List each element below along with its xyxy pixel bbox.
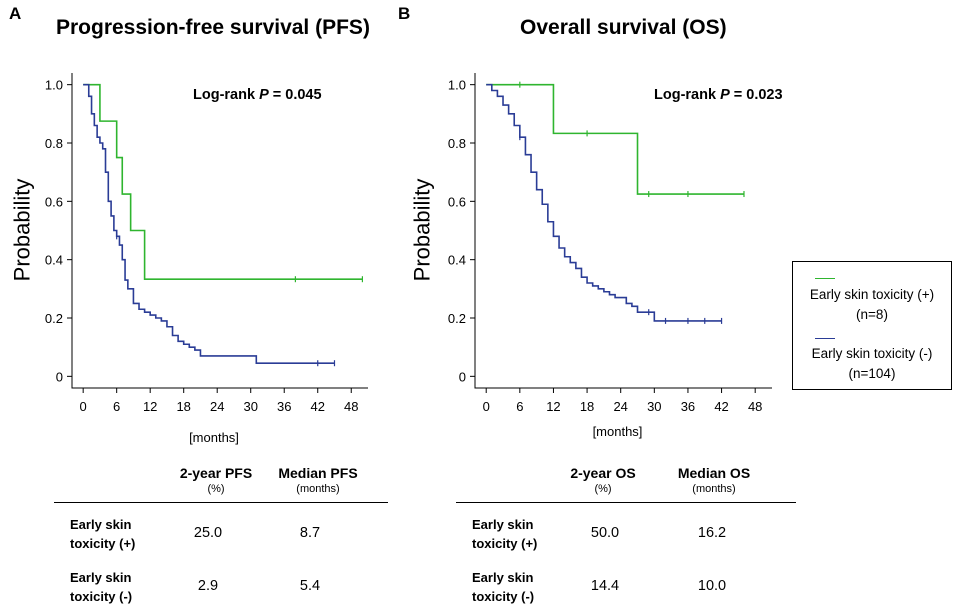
chart-os-axes (474, 73, 772, 389)
chart-pfs-xtick-label: 36 (277, 399, 291, 414)
chart-pfs-ytick-label: 0.4 (45, 253, 63, 268)
legend: Early skin toxicity (+) (n=8) Early skin… (792, 261, 952, 390)
chart-os-xtick-label: 18 (580, 399, 594, 414)
table-pfs-col2-head: Median PFS (278, 465, 358, 481)
chart-os-ytick-label: 0 (459, 369, 466, 384)
chart-pfs-logrank-p: P (259, 87, 269, 103)
table-pfs-row1-v2: 8.7 (299, 525, 321, 541)
table-pfs-col1-head: 2-year PFS (179, 465, 253, 481)
table-os-row1-v2: 16.2 (697, 525, 727, 541)
table-os-row2-label-line1: Early skin (472, 570, 534, 585)
table-pfs-row2-label-line2: toxicity (-) (70, 589, 133, 604)
chart-pfs-axes (71, 73, 368, 389)
table-os-col1-unit: (%) (594, 483, 612, 495)
table-pfs-row1-label-line2: toxicity (+) (70, 536, 136, 551)
table-os-row2-v2: 10.0 (697, 578, 727, 594)
legend-label-negative: Early skin toxicity (-) (811, 346, 933, 361)
table-pfs-col2-unit: (months) (296, 483, 340, 495)
chart-pfs-xtick-label: 12 (143, 399, 157, 414)
chart-pfs-logrank-value: = 0.045 (269, 87, 322, 103)
panel-a-letter: A (9, 4, 22, 23)
table-pfs-row2-v1: 2.9 (197, 578, 219, 594)
chart-os-logrank: Log-rank P = 0.023 (654, 87, 783, 103)
chart-os-xtick-label: 24 (613, 399, 627, 414)
chart-os-xtick-label: 48 (748, 399, 762, 414)
chart-os: 0 0.2 0.4 0.6 0.8 1.0 0 6 12 18 24 30 36 42 48 [months]… (410, 73, 783, 439)
chart-pfs-plot: 0 0.2 0.4 0.6 0.8 1.0 0 6 12 18 24 30 36 42 48 [months]… (10, 73, 368, 445)
table-pfs-rule (54, 502, 388, 503)
chart-os-ytick-label: 0.2 (448, 311, 466, 326)
chart-os-xtick-label: 6 (516, 399, 523, 414)
panel-b-title: Overall survival (OS) (520, 16, 727, 39)
chart-os-logrank-prefix: Log-rank (654, 87, 720, 103)
chart-os-xtick-label: 42 (714, 399, 728, 414)
table-os-row1-label-line1: Early skin (472, 517, 534, 532)
chart-pfs-xtick-label: 18 (176, 399, 190, 414)
legend-label-positive: Early skin toxicity (+) (809, 287, 935, 302)
chart-os-ytick-label: 1.0 (448, 78, 466, 93)
table-os-row1-v1: 50.0 (590, 525, 620, 541)
chart-pfs-logrank-prefix: Log-rank (193, 87, 259, 103)
panel-b-letter: B (398, 4, 411, 23)
legend-line-negative (815, 338, 835, 339)
chart-os-curve-negative (486, 83, 722, 322)
chart-pfs-ylabel: Probability (10, 179, 35, 282)
chart-os-plot: 0 0.2 0.4 0.6 0.8 1.0 0 6 12 18 24 30 36 42 48 [months]… (410, 73, 772, 439)
chart-pfs-xtick-label: 42 (311, 399, 325, 414)
chart-pfs-ytick-label: 0 (56, 369, 63, 384)
chart-pfs-ytick-label: 0.6 (45, 194, 63, 209)
legend-line-positive (815, 278, 835, 279)
chart-pfs-curve-positive (83, 83, 363, 281)
chart-pfs-ytick-label: 1.0 (45, 78, 63, 93)
chart-os-xtick-label: 0 (483, 399, 490, 414)
table-pfs-row2-label: Early skin toxicity (-) (70, 568, 132, 606)
table-pfs-row1-v1: 25.0 (193, 525, 223, 541)
table-pfs-col1-unit: (%) (207, 483, 225, 495)
table-os-row2-label-line2: toxicity (-) (472, 589, 535, 604)
chart-os-ytick-label: 0.8 (448, 136, 466, 151)
chart-pfs: 0 0.2 0.4 0.6 0.8 1.0 0 6 12 18 24 30 36 42 48 [months]… (10, 73, 368, 445)
chart-pfs-xtick-label: 24 (210, 399, 224, 414)
chart-pfs-xtick-label: 30 (243, 399, 257, 414)
table-pfs-row1-label-line1: Early skin (70, 517, 132, 532)
legend-n-positive: (n=8) (856, 307, 888, 322)
table-os-rule (456, 502, 796, 503)
chart-pfs-xtick-label: 0 (80, 399, 87, 414)
table-os-row2-v1: 14.4 (590, 578, 620, 594)
table-os-col1-head: 2-year OS (570, 465, 636, 481)
chart-os-ylabel: Probability (410, 179, 435, 282)
chart-os-xtick-label: 12 (546, 399, 560, 414)
table-pfs-row2-v2: 5.4 (299, 578, 321, 594)
table-os-row1-label-line2: toxicity (+) (472, 536, 538, 551)
table-os-col2-unit: (months) (692, 483, 736, 495)
table-os-col2-head: Median OS (677, 465, 751, 481)
chart-os-xtick-label: 36 (681, 399, 695, 414)
panel-a-title: Progression-free survival (PFS) (56, 16, 370, 39)
chart-os-ytick-label: 0.4 (448, 253, 466, 268)
legend-n-negative: (n=104) (848, 366, 896, 381)
table-pfs-row1-label: Early skin toxicity (+) (70, 515, 135, 553)
table-os-row2-label: Early skin toxicity (-) (472, 568, 534, 606)
chart-pfs-xlabel: [months] (189, 430, 239, 445)
chart-pfs-ytick-label: 0.2 (45, 311, 63, 326)
chart-os-curve-positive (486, 83, 744, 195)
chart-os-xlabel: [months] (593, 424, 643, 439)
chart-os-logrank-value: = 0.023 (730, 87, 783, 103)
chart-pfs-xtick-label: 48 (344, 399, 358, 414)
table-os-row1-label: Early skin toxicity (+) (472, 515, 537, 553)
chart-pfs-ytick-label: 0.8 (45, 136, 63, 151)
chart-pfs-logrank: Log-rank P = 0.045 (193, 87, 322, 103)
chart-pfs-curve-negative (83, 83, 335, 365)
chart-os-ytick-label: 0.6 (448, 194, 466, 209)
chart-pfs-xtick-label: 6 (113, 399, 120, 414)
chart-os-xtick-label: 30 (647, 399, 661, 414)
chart-os-logrank-p: P (720, 87, 730, 103)
table-pfs-row2-label-line1: Early skin (70, 570, 132, 585)
